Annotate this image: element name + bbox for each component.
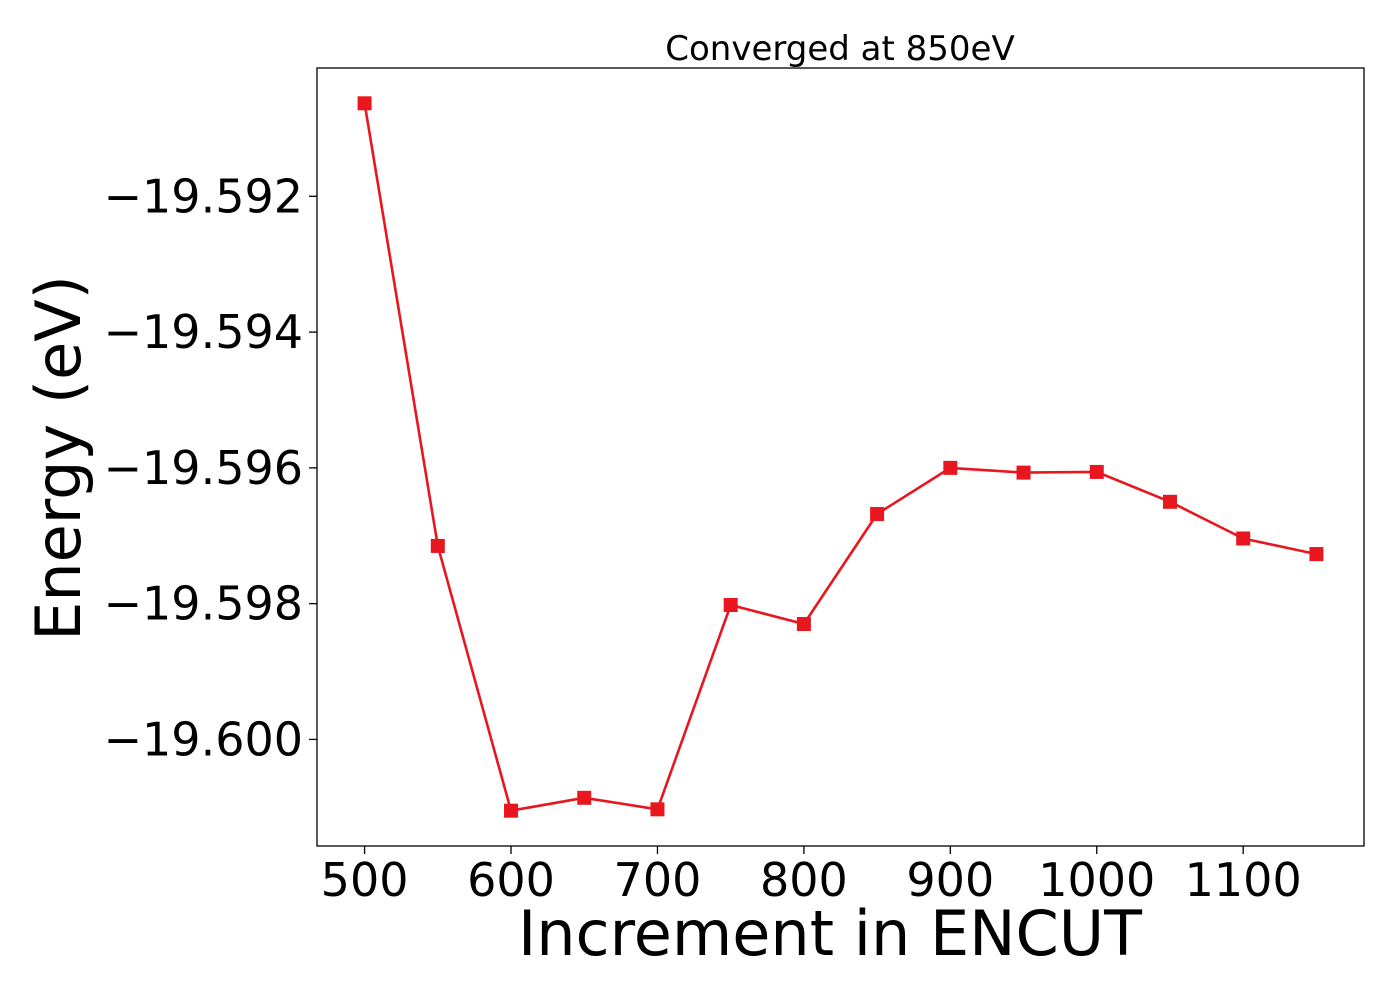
data-point-marker (1236, 531, 1251, 546)
x-tick-label: 500 (321, 853, 409, 907)
data-point-marker (430, 538, 445, 553)
x-tick-label: 800 (760, 853, 848, 907)
y-tick-label: −19.600 (104, 712, 304, 766)
x-tick-label: 900 (906, 853, 994, 907)
data-point-marker (650, 802, 665, 817)
data-point-marker (1089, 464, 1104, 479)
y-axis-label: Energy (eV) (22, 275, 95, 641)
series-line (363, 103, 1317, 813)
x-tick-label: 1000 (1038, 853, 1155, 907)
y-tick-label: −19.592 (104, 169, 304, 223)
x-tick-label: 600 (467, 853, 555, 907)
data-point-marker (870, 507, 885, 522)
chart-title: Converged at 850eV (665, 29, 1014, 69)
x-axis: 500 600 700 800 900 1000 1100 (321, 846, 1302, 907)
series-group (357, 96, 1324, 818)
data-point-marker (796, 617, 811, 632)
data-point-marker (723, 597, 738, 612)
y-tick-label: −19.594 (104, 305, 304, 359)
plot-area-frame (316, 67, 1365, 847)
data-point-marker (504, 803, 519, 818)
data-point-marker (1162, 494, 1177, 509)
data-point-marker (357, 96, 372, 111)
x-axis-label: Increment in ENCUT (518, 897, 1143, 970)
y-axis: −19.592 −19.594 −19.596 −19.598 −19.600 (104, 169, 317, 766)
y-tick-label: −19.598 (104, 577, 304, 631)
data-point-marker (1016, 465, 1031, 480)
data-point-marker (1309, 547, 1324, 562)
data-point-marker (943, 460, 958, 475)
x-tick-label: 700 (614, 853, 702, 907)
x-tick-label: 1100 (1185, 853, 1302, 907)
y-tick-label: −19.596 (104, 441, 304, 495)
data-point-marker (577, 790, 592, 805)
